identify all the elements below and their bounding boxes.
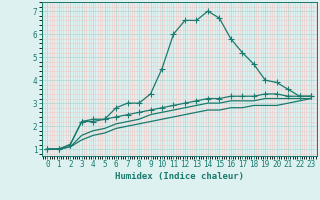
X-axis label: Humidex (Indice chaleur): Humidex (Indice chaleur) bbox=[115, 172, 244, 181]
